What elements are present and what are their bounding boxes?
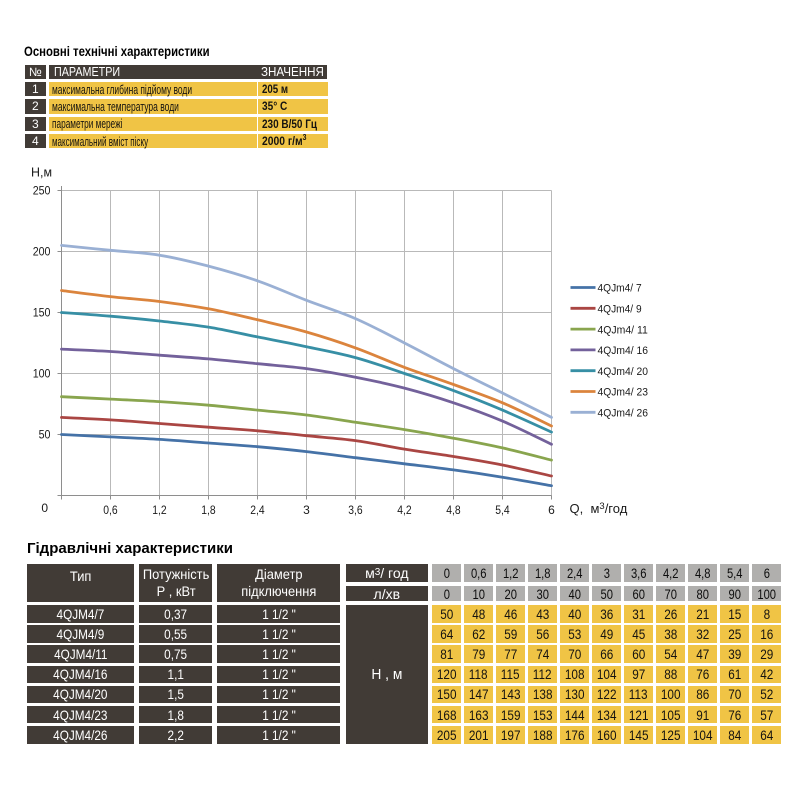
svg-text:4QJm4/ 26: 4QJm4/ 26 [598,408,649,420]
svg-text:100: 100 [33,369,51,381]
svg-text:4QJm4/ 11: 4QJm4/ 11 [598,324,648,336]
svg-text:150: 150 [33,308,51,320]
svg-text:0: 0 [41,501,48,515]
svg-text:1,8: 1,8 [201,503,216,517]
svg-text:4,8: 4,8 [446,503,461,517]
svg-text:3: 3 [303,503,310,517]
svg-text:4QJm4/ 9: 4QJm4/ 9 [598,304,642,316]
svg-text:5,4: 5,4 [495,503,510,517]
svg-text:4QJm4/ 16: 4QJm4/ 16 [598,345,649,357]
svg-text:4QJm4/ 20: 4QJm4/ 20 [598,366,649,378]
svg-text:1,2: 1,2 [152,503,167,517]
svg-text:3,6: 3,6 [348,503,363,517]
svg-text:4QJm4/ 23: 4QJm4/ 23 [598,387,649,399]
svg-text:200: 200 [33,247,51,259]
svg-text:0,6: 0,6 [103,503,118,517]
svg-text:4QJm4/ 7: 4QJm4/ 7 [598,283,642,295]
svg-text:6: 6 [548,503,555,517]
svg-text:4,2: 4,2 [397,503,412,517]
svg-text:Н,м: Н,м [31,165,52,180]
svg-text:250: 250 [33,186,51,198]
svg-text:Q, м3/год: Q, м3/год [570,501,628,516]
svg-text:2,4: 2,4 [250,503,265,517]
svg-text:50: 50 [39,430,51,442]
